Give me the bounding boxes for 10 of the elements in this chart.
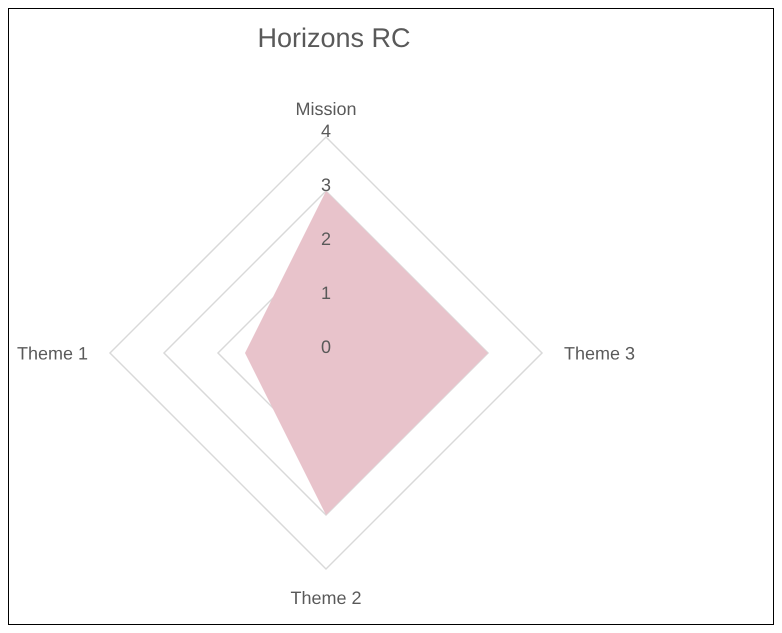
spoke-label: Mission (295, 99, 357, 119)
y-tick-label: 4 (320, 121, 332, 141)
spoke-label: Theme 2 (290, 588, 362, 608)
y-tick-label: 0 (320, 337, 332, 357)
y-tick-label: 3 (320, 175, 332, 195)
y-tick-label: 1 (320, 283, 332, 303)
spoke-label: Theme 1 (16, 343, 88, 364)
y-tick-label: 2 (320, 229, 332, 249)
chart-title: Horizons RC (256, 23, 412, 54)
spoke-label: Theme 3 (564, 343, 636, 364)
